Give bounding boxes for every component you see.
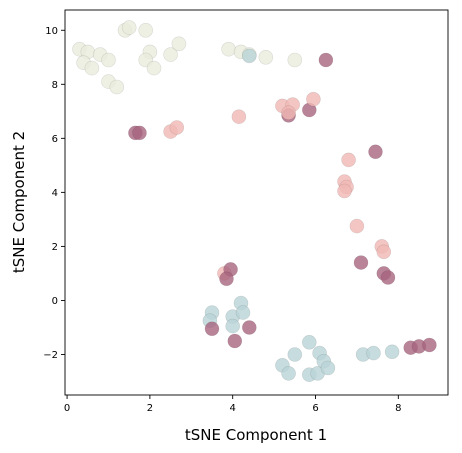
data-point: [422, 337, 437, 353]
y-tick-label: 10: [45, 26, 58, 37]
data-point: [235, 305, 251, 320]
x-axis-ticks: 0 2 4 6 8: [64, 395, 402, 414]
data-point: [337, 183, 352, 199]
data-point: [349, 218, 365, 234]
x-tick-label: 6: [312, 403, 318, 414]
y-tick-label: 2: [52, 242, 58, 253]
data-point: [320, 360, 336, 376]
y-tick-label: 6: [52, 134, 58, 145]
data-point: [380, 270, 396, 285]
data-point: [227, 333, 243, 349]
data-point: [121, 20, 137, 35]
data-point: [219, 271, 234, 287]
x-tick-label: 4: [230, 403, 236, 414]
data-point: [169, 120, 185, 135]
data-point: [146, 60, 162, 76]
data-point: [242, 320, 257, 335]
x-tick-label: 2: [147, 403, 153, 414]
y-tick-label: 0: [52, 296, 58, 307]
data-point: [109, 79, 125, 95]
data-point: [287, 52, 303, 68]
y-axis-ticks: −2 0 2 4 6 8 10: [43, 26, 65, 361]
plot-frame: [64, 9, 449, 396]
y-tick-label: 4: [52, 188, 58, 199]
data-point: [281, 366, 296, 381]
data-point: [84, 60, 100, 76]
data-point: [384, 344, 400, 360]
data-point: [225, 318, 240, 334]
data-point: [353, 255, 369, 270]
y-tick-label: 8: [52, 80, 58, 91]
data-point: [318, 52, 334, 68]
y-axis-label: tSNE Component 2: [10, 131, 28, 273]
data-point: [376, 244, 392, 260]
data-point: [231, 109, 247, 124]
data-point: [171, 36, 187, 52]
y-tick-label: −2: [43, 350, 58, 361]
data-point: [341, 152, 356, 168]
data-point: [281, 105, 296, 120]
x-axis-label: tSNE Component 1: [185, 426, 327, 444]
data-point: [204, 321, 220, 337]
data-point: [132, 125, 147, 141]
data-point: [287, 347, 303, 362]
data-point: [138, 22, 153, 38]
data-point: [306, 91, 321, 107]
data-point: [366, 345, 381, 361]
data-point: [258, 49, 274, 65]
points-layer: [72, 20, 437, 383]
x-tick-label: 8: [395, 403, 401, 414]
data-point: [242, 48, 257, 64]
x-tick-label: 0: [64, 403, 70, 414]
data-point: [301, 334, 317, 350]
data-point: [101, 52, 116, 68]
data-point: [163, 47, 178, 62]
data-point: [221, 41, 236, 57]
data-point: [368, 144, 383, 160]
